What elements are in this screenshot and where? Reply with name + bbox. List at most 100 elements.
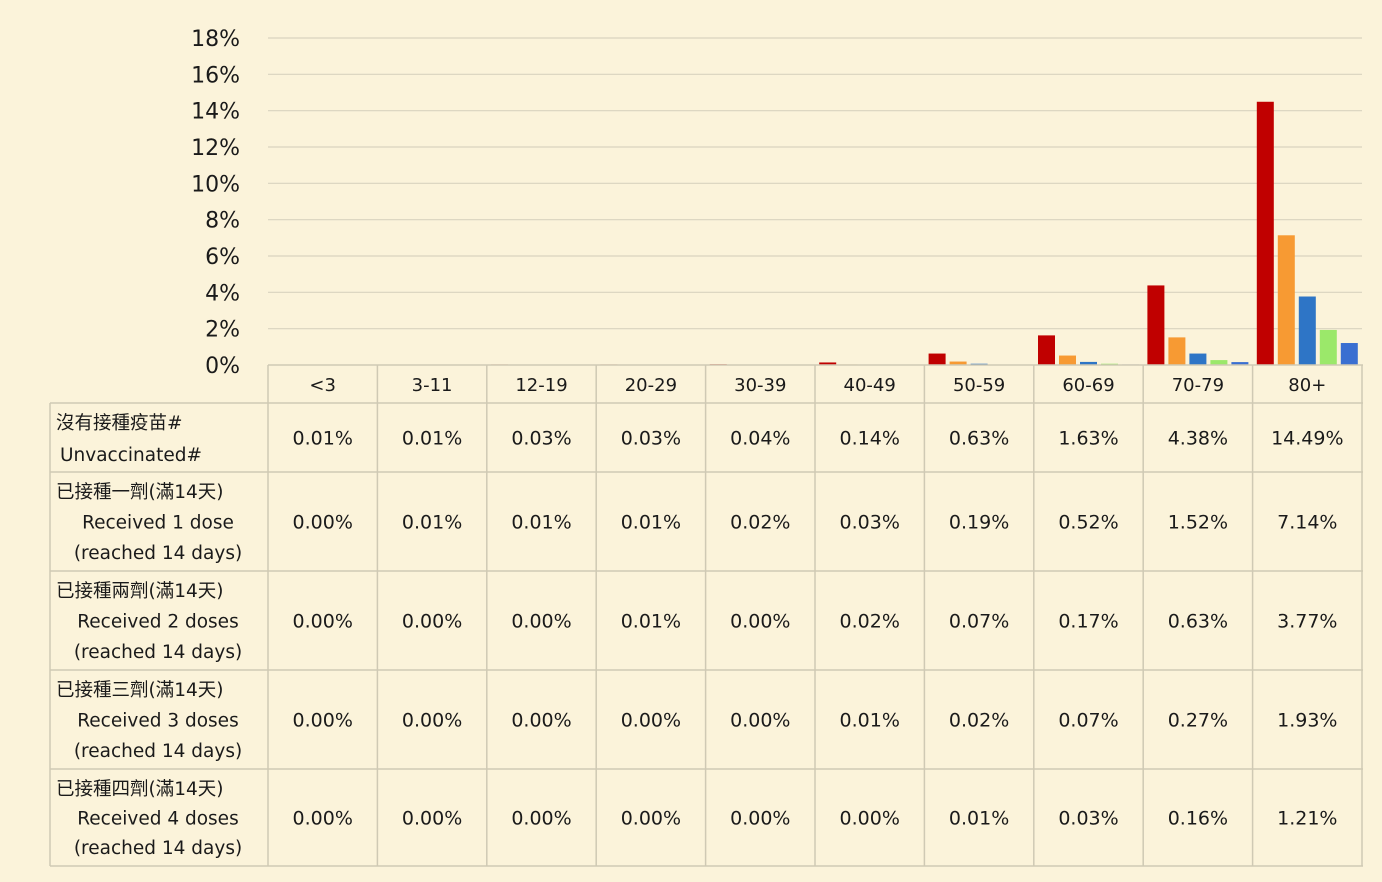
- data-label: 0.03%: [621, 428, 681, 450]
- data-label: 1.52%: [1168, 512, 1228, 534]
- data-label: 7.14%: [1277, 512, 1337, 534]
- bar: [1189, 354, 1206, 365]
- data-label: 0.01%: [949, 808, 1009, 830]
- data-label: 1.63%: [1058, 428, 1118, 450]
- data-label: 0.27%: [1168, 710, 1228, 732]
- data-label: 0.00%: [293, 808, 353, 830]
- y-tick-label: 12%: [191, 136, 240, 161]
- series-label: 沒有接種疫苗#: [56, 413, 183, 434]
- x-tick-label: 30-39: [734, 375, 786, 396]
- series-label: (reached 14 days): [74, 741, 242, 762]
- data-label: 0.00%: [402, 710, 462, 732]
- x-tick-label: 60-69: [1062, 375, 1114, 396]
- bar: [1038, 335, 1055, 365]
- series-label: Received 4 doses: [77, 809, 238, 830]
- data-label: 0.03%: [1058, 808, 1118, 830]
- data-label: 0.01%: [511, 512, 571, 534]
- data-label: 0.02%: [840, 611, 900, 633]
- data-label: 0.03%: [840, 512, 900, 534]
- series-label: (reached 14 days): [74, 642, 242, 663]
- bar: [1341, 343, 1358, 365]
- data-label: 1.93%: [1277, 710, 1337, 732]
- y-tick-label: 10%: [191, 172, 240, 197]
- bar: [1278, 235, 1295, 365]
- data-label: 0.01%: [840, 710, 900, 732]
- bar: [1299, 297, 1316, 365]
- y-tick-label: 4%: [205, 281, 240, 306]
- x-tick-label: 20-29: [625, 375, 677, 396]
- data-label: 0.00%: [621, 710, 681, 732]
- x-tick-label: 50-59: [953, 375, 1005, 396]
- x-tick-label: 40-49: [844, 375, 896, 396]
- bar-layer: [272, 102, 1358, 365]
- series-label: Unvaccinated#: [60, 445, 202, 466]
- bar: [1257, 102, 1274, 365]
- data-label: 0.00%: [840, 808, 900, 830]
- data-label: 0.16%: [1168, 808, 1228, 830]
- x-tick-label: 3-11: [412, 375, 453, 396]
- y-tick-label: 0%: [205, 354, 240, 379]
- x-tick-label: <3: [309, 375, 336, 396]
- data-label: 0.52%: [1058, 512, 1118, 534]
- series-label: Received 3 doses: [77, 711, 238, 732]
- x-tick-label: 12-19: [515, 375, 567, 396]
- data-label: 0.19%: [949, 512, 1009, 534]
- data-label: 0.00%: [402, 808, 462, 830]
- data-label: 0.02%: [730, 512, 790, 534]
- series-label: (reached 14 days): [74, 543, 242, 564]
- data-label: 0.07%: [1058, 710, 1118, 732]
- data-label: 0.00%: [293, 512, 353, 534]
- data-label: 0.17%: [1058, 611, 1118, 633]
- y-tick-label: 16%: [191, 63, 240, 88]
- data-label: 0.00%: [293, 710, 353, 732]
- data-label: 0.00%: [402, 611, 462, 633]
- data-label: 1.21%: [1277, 808, 1337, 830]
- x-tick-label: 70-79: [1172, 375, 1224, 396]
- data-label: 0.03%: [511, 428, 571, 450]
- data-label: 0.00%: [730, 808, 790, 830]
- data-label: 14.49%: [1271, 428, 1343, 450]
- series-label: Received 2 doses: [77, 612, 238, 633]
- series-label: Received 1 dose: [82, 513, 234, 534]
- y-tick-label: 6%: [205, 245, 240, 270]
- data-label: 0.01%: [402, 428, 462, 450]
- bar: [929, 354, 946, 365]
- data-label: 4.38%: [1168, 428, 1228, 450]
- data-label: 3.77%: [1277, 611, 1337, 633]
- data-label: 0.14%: [840, 428, 900, 450]
- data-label: 0.01%: [621, 611, 681, 633]
- bar: [1147, 285, 1164, 365]
- data-label: 0.00%: [730, 611, 790, 633]
- data-label: 0.01%: [293, 428, 353, 450]
- y-tick-label: 14%: [191, 100, 240, 125]
- data-label: 0.02%: [949, 710, 1009, 732]
- data-label: 0.00%: [621, 808, 681, 830]
- series-label: (reached 14 days): [74, 838, 242, 859]
- series-label: 已接種兩劑(滿14天): [56, 581, 223, 602]
- data-label: 0.00%: [511, 611, 571, 633]
- data-label: 0.63%: [949, 428, 1009, 450]
- y-axis: 0% 2% 4% 6% 8% 10% 12% 14% 16% 18%: [191, 27, 240, 379]
- y-tick-label: 8%: [205, 209, 240, 234]
- series-label: 已接種四劑(滿14天): [56, 779, 223, 800]
- data-label: 0.00%: [293, 611, 353, 633]
- data-label: 0.00%: [730, 710, 790, 732]
- bar: [1059, 356, 1076, 365]
- series-label: 已接種三劑(滿14天): [56, 680, 223, 701]
- bar: [1320, 330, 1337, 365]
- data-label: 0.00%: [511, 808, 571, 830]
- series-label: 已接種一劑(滿14天): [56, 482, 223, 503]
- data-label: 0.01%: [402, 512, 462, 534]
- bar: [1168, 337, 1185, 365]
- data-label: 0.07%: [949, 611, 1009, 633]
- grid-layer: [268, 38, 1362, 329]
- data-label: 0.00%: [511, 710, 571, 732]
- data-label: 0.63%: [1168, 611, 1228, 633]
- data-label: 0.04%: [730, 428, 790, 450]
- y-tick-label: 18%: [191, 27, 240, 52]
- y-tick-label: 2%: [205, 318, 240, 343]
- data-table: <3 3-11 12-19 20-29 30-39 40-49 50-59 60-69 70-7…: [50, 365, 1363, 866]
- x-tick-label: 80+: [1288, 375, 1326, 396]
